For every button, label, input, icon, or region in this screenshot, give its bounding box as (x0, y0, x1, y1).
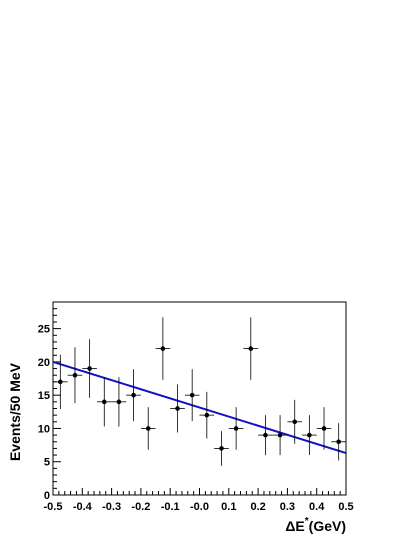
x-tick-label: -0.3 (102, 501, 121, 513)
point-marker (321, 426, 327, 431)
y-tick-label: 5 (44, 457, 50, 469)
data-point (140, 407, 156, 450)
x-tick-label: 0.5 (338, 501, 353, 513)
point-marker (131, 392, 136, 398)
x-tick-label: 0.1 (221, 501, 236, 513)
data-point (67, 347, 83, 404)
data-point (228, 407, 244, 450)
fit-line-group (52, 360, 347, 455)
x-axis-title: ΔE*(GeV) (285, 516, 346, 534)
point-marker (101, 399, 107, 405)
x-tick-label: 0.4 (309, 501, 325, 513)
point-marker (336, 439, 341, 445)
point-marker (189, 392, 195, 398)
x-axis-title-superscript: * (305, 516, 309, 527)
data-point (111, 377, 127, 427)
data-point (170, 384, 185, 433)
plot-frame (52, 301, 347, 496)
y-tick-label: 20 (38, 357, 50, 369)
y-tick-label: 10 (38, 423, 50, 435)
fit-line (52, 360, 347, 455)
x-axis-ticks: -0.5 -0.4 -0.3 -0.2 -0.1 -0.0 0.1 0.2 0.3 0.4 0.5 (44, 488, 354, 513)
data-point (155, 317, 171, 380)
x-tick-label: -0.1 (161, 501, 180, 513)
point-marker (145, 426, 151, 431)
x-tick-label: 0.2 (250, 501, 265, 513)
point-marker (277, 432, 283, 438)
data-point (287, 399, 303, 444)
y-tick-label: 15 (38, 390, 50, 402)
data-points (53, 317, 346, 466)
x-tick-label: -0.4 (73, 501, 93, 513)
x-axis-title-main: ΔE (285, 518, 304, 534)
y-axis-ticks: 0 5 10 15 20 25 (38, 301, 61, 502)
data-point (199, 391, 215, 439)
data-point (302, 415, 317, 456)
y-tick-label: 0 (44, 490, 50, 502)
point-marker (160, 346, 166, 351)
x-axis-title-unit: (GeV) (309, 518, 346, 534)
x-tick-label: -0.5 (44, 501, 63, 513)
data-point (316, 407, 332, 450)
point-marker (292, 419, 298, 425)
point-marker (248, 346, 254, 351)
data-point (82, 339, 97, 398)
point-marker (58, 379, 63, 385)
data-point (96, 377, 112, 427)
y-axis-title: Events/50 MeV (7, 362, 23, 461)
data-point (331, 423, 346, 461)
point-marker (233, 426, 239, 431)
point-marker (219, 446, 224, 451)
x-tick-label: 0.3 (280, 501, 295, 513)
data-point (184, 369, 200, 422)
data-point (126, 369, 141, 422)
y-tick-label: 25 (38, 324, 50, 336)
point-marker (175, 406, 180, 411)
data-point (53, 354, 68, 410)
data-point (214, 431, 229, 466)
point-marker (116, 399, 122, 405)
point-marker (87, 366, 92, 371)
point-marker (307, 432, 312, 438)
data-point (243, 317, 259, 380)
point-marker (72, 372, 78, 378)
x-tick-label: -0.0 (190, 501, 209, 513)
data-point (272, 415, 288, 456)
data-point (258, 415, 273, 456)
point-marker (204, 412, 210, 418)
x-tick-label: -0.2 (131, 501, 150, 513)
point-marker (263, 432, 268, 438)
